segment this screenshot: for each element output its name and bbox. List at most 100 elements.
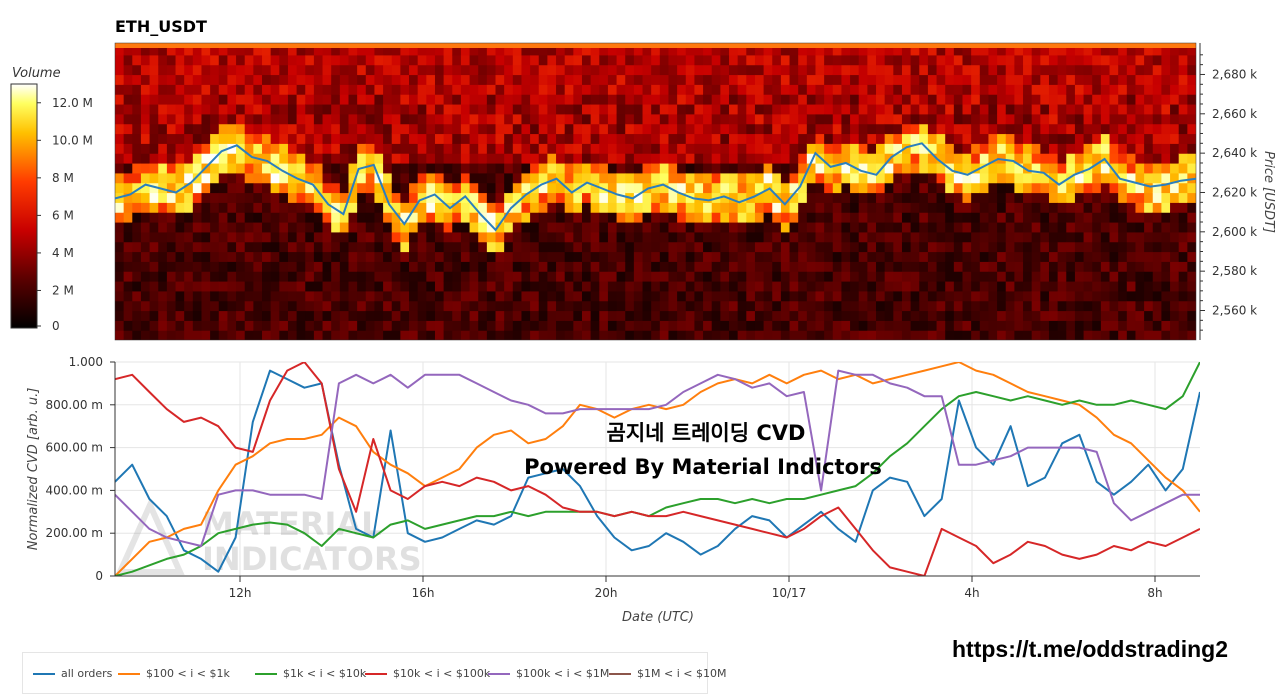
heatmap-cell (642, 330, 652, 340)
heatmap-cell (1014, 64, 1024, 76)
heatmap-cell (901, 290, 912, 302)
heatmap-cell (815, 182, 825, 194)
heatmap-cell (979, 300, 990, 312)
heatmap-cell (850, 84, 860, 95)
heatmap-cell (581, 280, 592, 292)
heatmap-cell (573, 192, 583, 203)
heatmap-cell (884, 300, 894, 312)
heatmap-cell (244, 330, 254, 340)
heatmap-cell (1083, 251, 1093, 262)
heatmap-cell (1057, 143, 1067, 154)
heatmap-cell (236, 290, 246, 302)
heatmap-cell (901, 202, 912, 213)
heatmap-cell (815, 310, 825, 321)
heatmap-cell (841, 261, 851, 272)
heatmap-cell (910, 153, 920, 164)
heatmap-cell (1074, 94, 1085, 105)
heatmap-cell (279, 280, 289, 292)
heatmap-cell (850, 143, 860, 154)
heatmap-cell (858, 221, 868, 233)
heatmap-cell (1187, 330, 1196, 340)
heatmap-cell (495, 271, 505, 282)
heatmap-cell (642, 310, 652, 321)
heatmap-cell (374, 74, 384, 85)
heatmap-cell (184, 280, 194, 292)
heatmap-cell (495, 261, 505, 272)
heatmap-cell (556, 310, 566, 321)
heatmap-cell (659, 133, 670, 144)
heatmap-cell (495, 182, 505, 194)
heatmap-cell (1109, 123, 1119, 135)
heatmap-cell (132, 84, 142, 95)
heatmap-cell (997, 123, 1007, 135)
heatmap-cell (1100, 74, 1111, 85)
heatmap-cell (1109, 143, 1119, 154)
heatmap-cell (538, 123, 548, 135)
heatmap-cell (850, 192, 860, 203)
heatmap-cell (486, 153, 497, 164)
heatmap-cell (322, 54, 332, 66)
heatmap-cell (711, 280, 721, 292)
heatmap-cell (400, 251, 410, 262)
heatmap-cell (651, 162, 661, 174)
heatmap-cell (616, 143, 626, 154)
heatmap-cell (1170, 280, 1180, 292)
heatmap-cell (478, 143, 488, 154)
heatmap-cell (997, 153, 1007, 164)
heatmap-cell (227, 290, 237, 302)
heatmap-cell (945, 212, 955, 223)
heatmap-cell (694, 300, 704, 312)
heatmap-cell (746, 172, 756, 184)
heatmap-cell (400, 310, 410, 321)
heatmap-cell (876, 172, 886, 184)
heatmap-cell (599, 271, 609, 282)
heatmap-cell (763, 290, 773, 302)
heatmap-cell (158, 162, 168, 174)
heatmap-cell (1170, 182, 1180, 194)
heatmap-cell (910, 192, 920, 203)
heatmap-cell (633, 192, 644, 203)
heatmap-cell (772, 44, 782, 56)
heatmap-cell (374, 84, 384, 95)
heatmap-cell (374, 54, 384, 66)
heatmap-cell (287, 64, 298, 76)
heatmap-cell (1057, 330, 1067, 340)
heatmap-cell (486, 300, 497, 312)
heatmap-cell (651, 221, 661, 233)
heatmap-cell (858, 44, 868, 56)
footer-url[interactable]: https://t.me/oddstrading2 (952, 636, 1228, 662)
heatmap-cell (339, 212, 350, 223)
heatmap-cell (1118, 44, 1128, 56)
heatmap-cell (357, 251, 367, 262)
heatmap-cell (1126, 143, 1137, 154)
heatmap-cell (1187, 84, 1196, 95)
heatmap-cell (1023, 103, 1033, 115)
heatmap-cell (677, 320, 687, 331)
heatmap-cell (832, 143, 843, 154)
heatmap-cell (789, 172, 799, 184)
heatmap-cell (1118, 202, 1128, 213)
heatmap-cell (1126, 182, 1137, 194)
heatmap-cell (1023, 261, 1033, 272)
heatmap-cell (573, 300, 583, 312)
heatmap-cell (1170, 202, 1180, 213)
heatmap-cell (581, 113, 592, 125)
heatmap-cell (651, 64, 661, 76)
heatmap-cell (668, 94, 678, 105)
heatmap-cell (434, 261, 445, 272)
heatmap-cell (210, 54, 220, 66)
heatmap-cell (296, 182, 306, 194)
heatmap-cell (460, 123, 471, 135)
heatmap-cell (867, 330, 877, 340)
heatmap-cell (512, 162, 523, 174)
heatmap-cell (279, 202, 289, 213)
heatmap-cell (642, 153, 652, 164)
heatmap-cell (1109, 280, 1119, 292)
heatmap-cell (305, 202, 315, 213)
heatmap-cell (227, 54, 237, 66)
heatmap-cell (988, 74, 998, 85)
heatmap-cell (815, 123, 825, 135)
heatmap-cell (1040, 64, 1050, 76)
heatmap-cell (374, 133, 384, 144)
heatmap-cell (530, 192, 540, 203)
